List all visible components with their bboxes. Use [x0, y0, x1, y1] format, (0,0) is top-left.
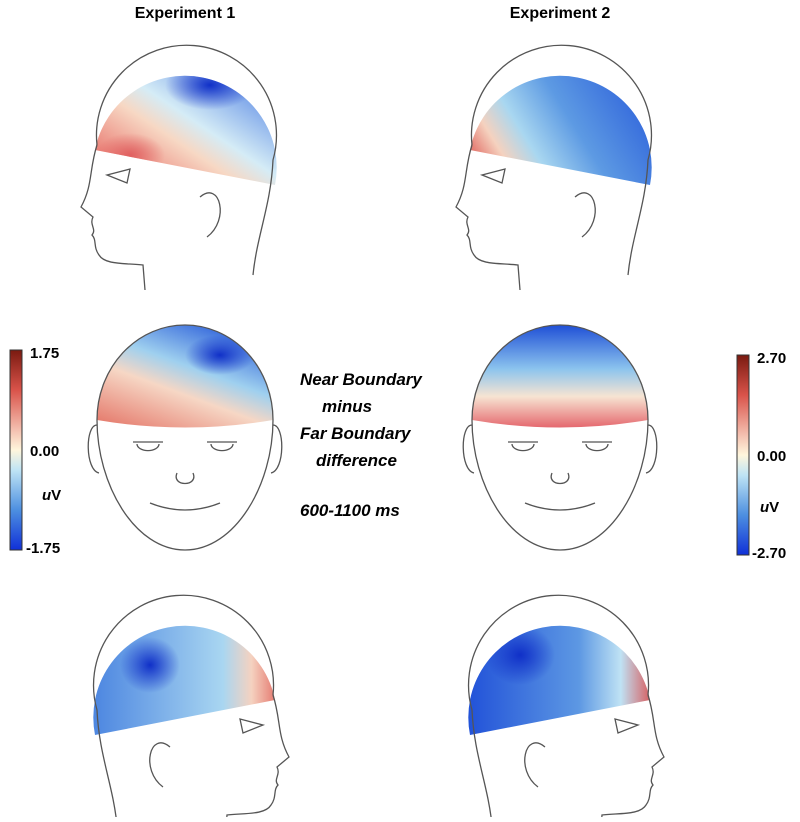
- scale-min: -2.70: [752, 545, 786, 562]
- scale-max: 1.75: [30, 345, 59, 362]
- caption-time: 600-1100 ms: [300, 501, 400, 520]
- caption-line: Near Boundary: [300, 370, 423, 389]
- head-map-front: [87, 324, 283, 551]
- scale-max: 2.70: [757, 350, 786, 367]
- scale-mid: 0.00: [30, 443, 59, 460]
- scale-unit: uV: [42, 487, 61, 504]
- scale-mid: 0.00: [757, 448, 786, 465]
- color-bar: [736, 354, 750, 556]
- color-bar: [9, 349, 23, 551]
- column-header: Experiment 2: [510, 5, 611, 22]
- caption-line: difference: [316, 451, 397, 470]
- caption: Near Boundary minus Far Boundary differe…: [300, 370, 423, 520]
- head-map-left: [455, 44, 653, 291]
- unit: V: [51, 487, 61, 504]
- caption-line: Far Boundary: [300, 424, 412, 443]
- caption-line: minus: [322, 397, 372, 416]
- column-header: Experiment 1: [135, 5, 236, 22]
- scale-min: -1.75: [26, 540, 60, 557]
- unit-prefix: u: [760, 499, 769, 516]
- scale-unit: uV: [760, 499, 779, 516]
- head-map-front: [462, 324, 658, 551]
- unit: V: [769, 499, 779, 516]
- head-map-right: [92, 594, 290, 822]
- head-map-right: [467, 594, 665, 822]
- head-map-left: [80, 44, 278, 291]
- unit-prefix: u: [42, 487, 51, 504]
